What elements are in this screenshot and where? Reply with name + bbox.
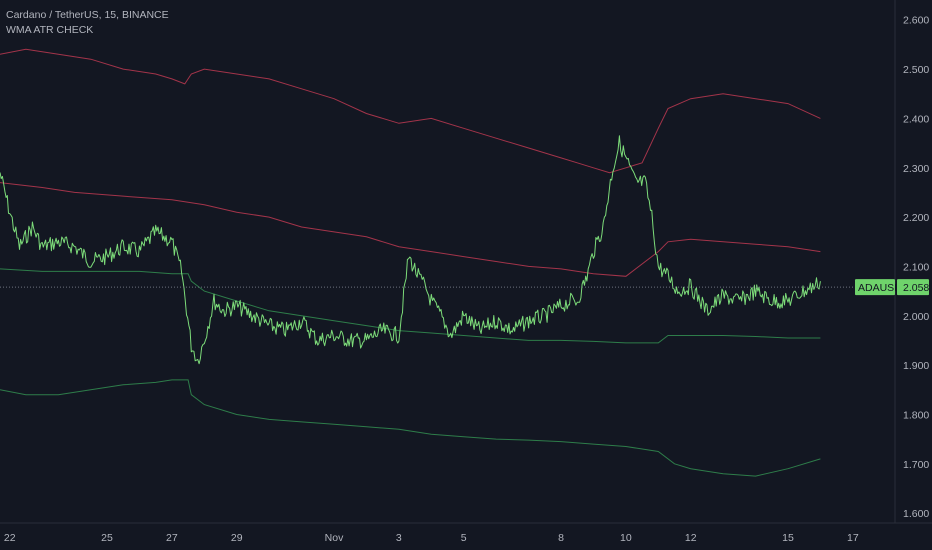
upper-band-outer-line [0,48,821,174]
price-tick-label: 2.200 [903,212,929,224]
price-tick-label: 2.000 [903,311,929,323]
price-tick-label: 2.400 [903,113,929,125]
price-series [0,135,821,365]
time-tick-label: 3 [396,532,402,544]
time-tick-label: 27 [166,532,178,544]
price-tick-label: 1.700 [903,459,929,471]
symbol-title[interactable]: Cardano / TetherUS, 15, BINANCE [6,9,169,21]
time-tick-label: 10 [620,532,632,544]
price-tag-value: 2.058 [903,282,929,294]
lower-band-outer-line [0,379,821,477]
time-tick-label: 29 [231,532,243,544]
price-line [0,135,821,365]
indicator-title[interactable]: WMA ATR CHECK [6,24,94,36]
time-tick-label: 12 [685,532,697,544]
price-axis[interactable]: 1.600 1.700 1.800 1.900 2.000 2.100 2.200 2.300… [903,15,929,520]
time-axis[interactable]: 22 25 27 29 Nov 3 5 8 10 12 15 17 [4,532,859,544]
price-tag-background [897,279,929,296]
time-tick-label: 8 [558,532,564,544]
time-tick-label: 5 [461,532,467,544]
price-tick-label: 1.800 [903,409,929,421]
band-lines [0,48,821,477]
upper-band-inner-line [0,182,821,277]
symbol-tag-background [855,279,895,296]
time-tick-label: Nov [325,532,344,544]
price-tick-label: 2.300 [903,163,929,175]
time-tick-label: 25 [101,532,113,544]
time-tick-label: 22 [4,532,16,544]
last-price-tag: ADAUSDT 2.058 [855,279,929,296]
time-tick-label: 15 [782,532,794,544]
lower-band-inner-line [0,268,821,344]
price-tick-label: 1.900 [903,360,929,372]
price-tick-label: 1.600 [903,508,929,520]
symbol-tag-label: ADAUSDT [858,282,909,294]
price-tick-label: 2.500 [903,64,929,76]
price-tick-label: 2.600 [903,15,929,27]
time-tick-label: 17 [847,532,859,544]
price-tick-label: 2.100 [903,261,929,273]
chart-legend: Cardano / TetherUS, 15, BINANCE WMA ATR … [6,8,169,38]
